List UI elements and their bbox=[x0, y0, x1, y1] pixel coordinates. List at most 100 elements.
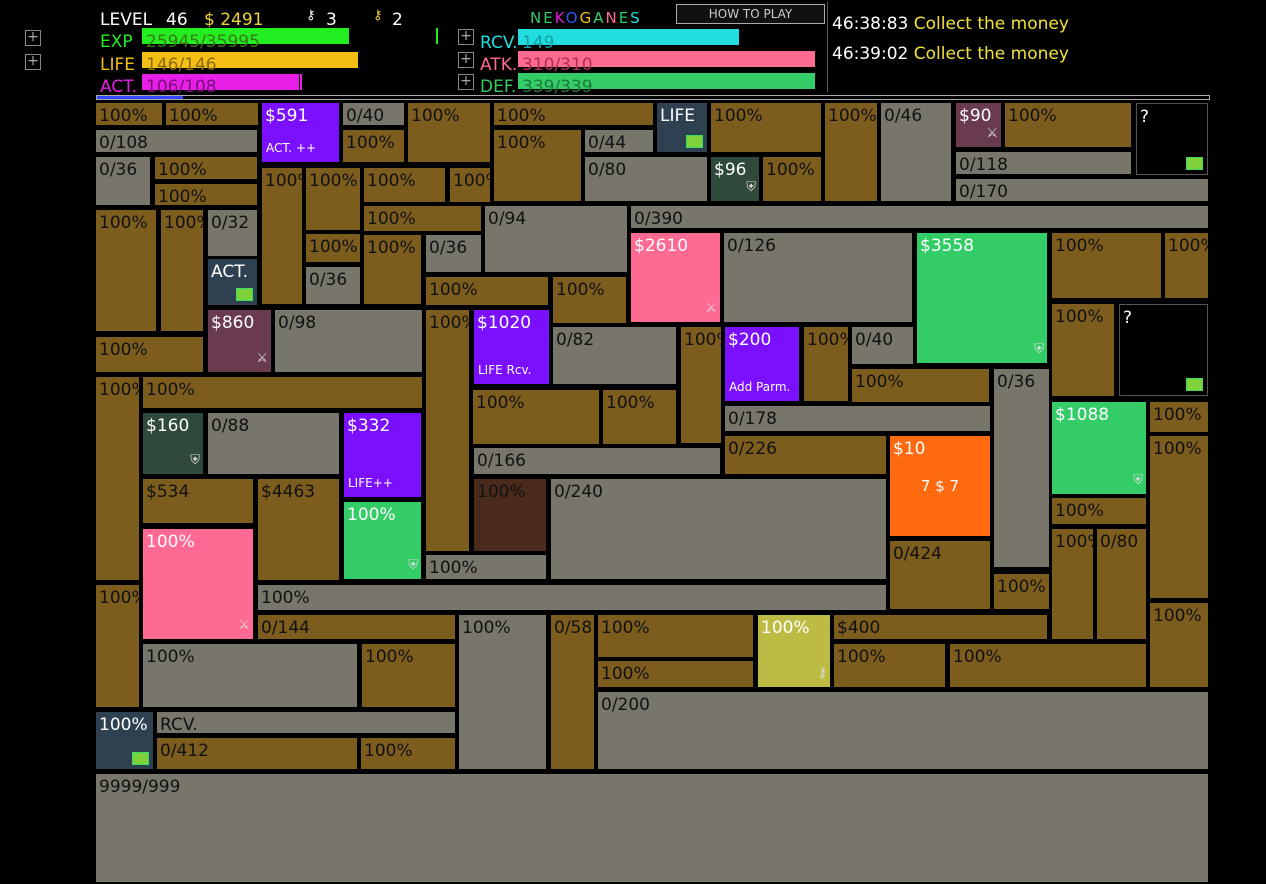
map-tile[interactable]: 100% bbox=[364, 206, 481, 231]
map-tile[interactable]: 100% bbox=[1052, 529, 1093, 639]
map-tile[interactable]: 100% bbox=[166, 103, 258, 125]
map-tile[interactable]: 100% bbox=[343, 130, 404, 162]
map-tile[interactable]: 100% bbox=[96, 103, 162, 125]
map-tile[interactable]: 100% bbox=[950, 644, 1146, 687]
map-tile[interactable]: $860 ⚔ bbox=[208, 310, 271, 372]
map-tile[interactable]: 0/58 bbox=[551, 615, 594, 769]
map-tile[interactable]: $1088 ⛨ bbox=[1052, 402, 1146, 494]
map-tile[interactable]: 100% bbox=[143, 377, 422, 408]
map-tile[interactable]: 0/226 bbox=[725, 436, 886, 474]
map-tile[interactable]: 100% ⚔ bbox=[143, 529, 253, 639]
map-tile[interactable]: 100% bbox=[598, 661, 753, 687]
map-tile[interactable]: LIFE bbox=[657, 103, 707, 152]
map-tile[interactable]: 100% bbox=[258, 585, 886, 610]
map-tile[interactable]: 100% bbox=[426, 555, 546, 579]
map-tile[interactable]: 100% bbox=[262, 168, 302, 304]
map-tile[interactable]: 100% bbox=[361, 738, 455, 769]
map-tile[interactable]: $1020 LIFE Rcv. bbox=[474, 310, 549, 384]
map-tile[interactable]: $3558 ⛨ bbox=[917, 233, 1047, 363]
map-tile[interactable]: 100% bbox=[852, 369, 989, 402]
map-tile[interactable]: 0/200 bbox=[598, 692, 1208, 769]
map-tile[interactable]: $400 bbox=[834, 615, 1047, 639]
map-tile[interactable]: 0/36 bbox=[306, 267, 360, 304]
map-tile[interactable]: 0/94 bbox=[485, 206, 627, 272]
map-tile[interactable]: 100% bbox=[598, 615, 753, 657]
map-tile[interactable]: $90 ⚔ bbox=[956, 103, 1001, 147]
map-tile[interactable]: 100% bbox=[364, 168, 445, 202]
map-tile[interactable]: 100% bbox=[553, 277, 626, 323]
map-tile[interactable]: 0/40 bbox=[343, 103, 404, 125]
map-tile[interactable]: 0/412 bbox=[157, 738, 357, 769]
map-tile[interactable]: 100% bbox=[364, 235, 421, 304]
map-tile[interactable]: 0/98 bbox=[275, 310, 422, 372]
map-tile[interactable]: 100% bbox=[450, 168, 490, 202]
map-tile[interactable]: 0/32 bbox=[208, 210, 257, 256]
map-tile[interactable]: $10 7 $ 7 bbox=[890, 436, 990, 536]
map-tile[interactable]: 100% bbox=[804, 327, 848, 401]
map-tile[interactable]: 100% bbox=[603, 390, 676, 444]
expand-button-2[interactable]: + bbox=[25, 54, 41, 70]
map-tile[interactable]: $200 Add Parm. bbox=[725, 327, 799, 401]
map-tile[interactable]: 100% bbox=[473, 390, 599, 444]
map-tile[interactable]: 0/126 bbox=[724, 233, 912, 322]
map-tile[interactable]: ACT. bbox=[208, 259, 257, 305]
map-tile[interactable]: ? bbox=[1119, 304, 1208, 396]
map-tile[interactable]: 100% bbox=[711, 103, 821, 152]
rcv-plus-button[interactable]: + bbox=[458, 29, 474, 45]
map-tile[interactable]: 0/424 bbox=[890, 541, 990, 609]
map-tile[interactable]: 0/144 bbox=[258, 615, 455, 639]
map-tile[interactable]: 100% bbox=[1150, 603, 1208, 687]
map-tile[interactable]: 100% bbox=[994, 574, 1049, 609]
map-tile[interactable]: 100% bbox=[1150, 402, 1208, 432]
map-tile[interactable]: 100% bbox=[1052, 304, 1114, 396]
map-tile[interactable]: 0/80 bbox=[585, 157, 707, 201]
map-tile[interactable]: $534 bbox=[143, 479, 253, 523]
map-tile[interactable]: 100% bbox=[96, 337, 203, 372]
map-tile[interactable]: 0/108 bbox=[96, 130, 257, 152]
map-tile[interactable]: 100% bbox=[825, 103, 877, 201]
map-tile[interactable]: 100% bbox=[362, 644, 455, 707]
map-tile[interactable]: 100% bbox=[306, 168, 360, 230]
map-tile[interactable]: 100% bbox=[155, 157, 257, 179]
def-plus-button[interactable]: + bbox=[458, 74, 474, 90]
map-tile[interactable]: 100% bbox=[474, 479, 546, 551]
map-tile[interactable]: 0/390 bbox=[631, 206, 1208, 228]
map-tile[interactable]: 0/36 bbox=[96, 157, 150, 205]
map-tile[interactable]: $96 ⛨ bbox=[711, 157, 759, 201]
map-tile[interactable]: 100% bbox=[763, 157, 821, 201]
map-tile[interactable]: 100% bbox=[161, 210, 203, 331]
map-tile[interactable]: ? bbox=[1136, 103, 1208, 175]
map-tile[interactable]: 100% bbox=[426, 310, 469, 551]
map-tile[interactable]: 0/88 bbox=[208, 413, 339, 474]
map-tile[interactable]: 0/36 bbox=[426, 235, 481, 272]
map-tile[interactable]: 100% bbox=[426, 277, 548, 305]
map-tile[interactable]: 0/82 bbox=[553, 327, 676, 384]
map-tile[interactable]: 0/170 bbox=[956, 179, 1208, 201]
map-tile[interactable]: 0/40 bbox=[852, 327, 913, 364]
map-tile[interactable]: 100% bbox=[834, 644, 945, 687]
map-tile[interactable]: RCV. bbox=[157, 712, 455, 733]
map-tile[interactable]: 100% bbox=[1052, 233, 1161, 298]
map-tile[interactable]: 100% bbox=[96, 585, 139, 707]
map-tile[interactable]: 100% bbox=[681, 327, 721, 443]
map-tile[interactable]: 0/166 bbox=[474, 448, 720, 474]
map-tile[interactable]: 100% bbox=[96, 377, 139, 580]
map-tile[interactable]: $160 ⛨ bbox=[143, 413, 203, 474]
map-tile[interactable]: $2610 ⚔ bbox=[631, 233, 720, 322]
map-tile[interactable]: 100% ⛨ bbox=[344, 502, 421, 579]
map-tile[interactable]: 0/118 bbox=[956, 152, 1131, 174]
map-tile[interactable]: 100% bbox=[96, 210, 156, 331]
map-tile[interactable]: 100% bbox=[408, 103, 490, 162]
map-tile[interactable]: 0/80 bbox=[1097, 529, 1146, 639]
map-tile[interactable]: $4463 bbox=[258, 479, 339, 580]
map-tile[interactable]: 100% bbox=[1165, 233, 1208, 298]
map-tile[interactable]: 100% bbox=[96, 712, 153, 769]
map-tile[interactable]: 100% bbox=[306, 234, 360, 262]
atk-plus-button[interactable]: + bbox=[458, 52, 474, 68]
map-tile[interactable]: $591 ACT. ++ bbox=[262, 103, 339, 162]
expand-button-1[interactable]: + bbox=[25, 30, 41, 46]
map-tile[interactable]: 0/36 bbox=[994, 369, 1049, 567]
how-to-play-button[interactable]: HOW TO PLAY bbox=[676, 4, 825, 24]
map-tile[interactable]: 0/178 bbox=[725, 406, 990, 431]
map-tile[interactable]: 100% bbox=[1052, 498, 1146, 524]
